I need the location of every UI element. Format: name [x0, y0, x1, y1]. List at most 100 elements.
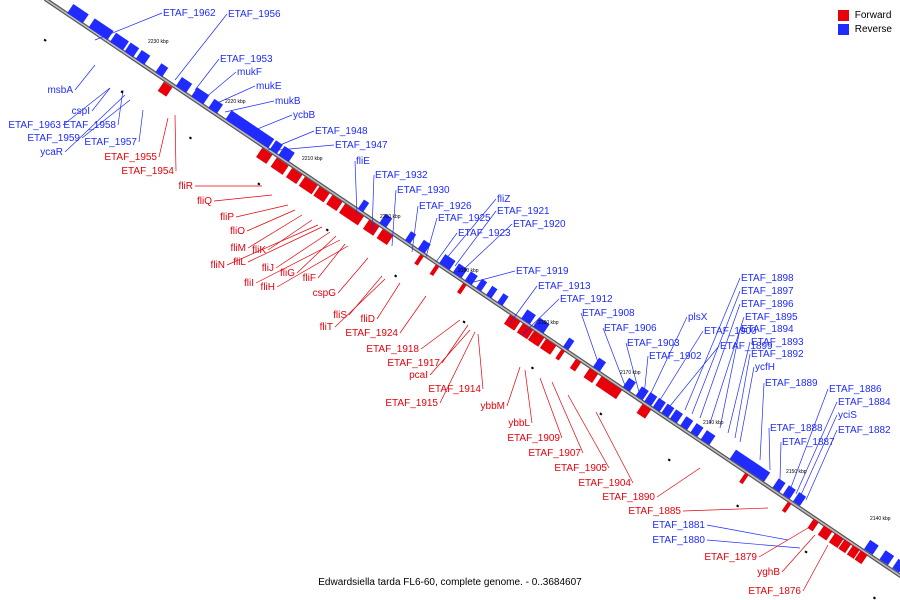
label-leader-line — [580, 312, 601, 369]
reverse-gene-label: ycbB — [293, 110, 316, 121]
forward-gene-label: fliO — [230, 226, 245, 237]
forward-gene-label: ETAF_1955 — [104, 152, 157, 163]
gene-glyph — [817, 525, 833, 541]
label-leader-line — [275, 231, 331, 269]
scale-tick-label: 2190 kbp — [458, 268, 479, 274]
reverse-gene-label: ETAF_1900 — [704, 326, 757, 337]
position-marker — [325, 228, 329, 232]
gene-glyph — [67, 4, 89, 24]
label-leader-line — [643, 355, 649, 397]
reverse-gene-label: ETAF_1919 — [516, 266, 569, 277]
gene-glyph — [583, 368, 599, 383]
forward-gene-label: fliF — [303, 273, 316, 284]
gene-glyph — [879, 550, 895, 566]
position-marker — [462, 320, 466, 324]
gene-glyph — [854, 550, 868, 565]
label-leader-line — [768, 427, 771, 471]
forward-swatch-icon — [837, 9, 849, 21]
reverse-gene-label: ETAF_1913 — [538, 281, 591, 292]
label-leader-line — [649, 316, 688, 396]
reverse-gene-label: ETAF_1881 — [652, 520, 705, 531]
reverse-gene-label: ETAF_1926 — [419, 201, 472, 212]
label-leader-line — [802, 544, 829, 592]
gene-glyph — [417, 239, 431, 254]
forward-gene-label: ETAF_1907 — [528, 448, 581, 459]
forward-gene-label: fliJ — [262, 263, 274, 274]
gene-glyph — [475, 278, 488, 292]
reverse-gene-label: ETAF_1896 — [741, 299, 794, 310]
label-leader-line — [204, 71, 237, 99]
label-leader-line — [669, 345, 720, 407]
gene-glyph — [828, 533, 844, 548]
reverse-gene-label: ETAF_1947 — [335, 140, 388, 151]
label-leader-line — [74, 64, 96, 91]
forward-gene-label: ETAF_1876 — [748, 586, 801, 597]
reverse-gene-label: mukB — [275, 96, 301, 107]
label-leader-line — [376, 282, 401, 320]
reverse-gene-label: ycaR — [40, 147, 63, 158]
gene-glyph — [429, 264, 440, 277]
label-leader-line — [656, 467, 701, 498]
reverse-gene-label: ETAF_1920 — [513, 219, 566, 230]
reverse-swatch-icon — [837, 23, 849, 35]
label-leader-line — [247, 226, 323, 263]
label-leader-line — [337, 257, 369, 294]
scale-tick-label: 2210 kbp — [302, 156, 323, 162]
reverse-gene-label: ETAF_1959 — [27, 133, 80, 144]
gene-glyph — [892, 558, 900, 573]
gene-glyph — [456, 282, 467, 295]
reverse-gene-label: fliE — [356, 156, 370, 167]
forward-gene-label: fliT — [320, 322, 333, 333]
reverse-gene-label: ETAF_1893 — [751, 337, 804, 348]
label-leader-line — [699, 303, 741, 419]
gene-glyph — [175, 77, 193, 94]
label-leader-line — [567, 394, 610, 469]
forward-gene-label: fliN — [211, 260, 225, 271]
scale-tick-label: 2220 kbp — [225, 99, 246, 105]
gene-glyph — [652, 397, 666, 412]
reverse-gene-label: ETAF_1953 — [220, 54, 273, 65]
gene-glyph — [439, 254, 456, 271]
gene-glyph — [270, 157, 289, 175]
forward-gene-label: fliG — [280, 268, 295, 279]
gene-glyph — [700, 430, 716, 445]
label-leader-line — [420, 319, 461, 350]
label-leader-line — [267, 130, 315, 151]
forward-gene-label: cspG — [313, 288, 337, 299]
gene-glyph — [636, 403, 652, 419]
gene-glyph — [593, 357, 607, 372]
forward-gene-label: ETAF_1885 — [628, 506, 681, 517]
label-leader-line — [805, 429, 838, 501]
gene-glyph — [256, 147, 273, 164]
gene-glyph — [563, 337, 575, 351]
backbone-highlight — [45, 0, 900, 577]
label-leader-line — [226, 224, 319, 266]
forward-gene-label: fliS — [333, 310, 347, 321]
legend-reverse-label: Reverse — [854, 23, 892, 35]
label-leader-line — [411, 205, 419, 253]
gene-glyph — [503, 314, 521, 331]
reverse-gene-label: ETAF_1897 — [741, 286, 794, 297]
forward-gene-label: ybbM — [481, 401, 505, 412]
legend-forward: Forward — [837, 8, 892, 22]
label-leader-line — [462, 223, 513, 271]
forward-gene-label: fliK — [252, 245, 266, 256]
reverse-gene-label: yciS — [838, 410, 857, 421]
forward-gene-label: ETAF_1924 — [345, 328, 398, 339]
gene-glyph — [555, 349, 565, 361]
gene-glyph — [807, 518, 819, 532]
forward-gene-label: ETAF_1918 — [366, 344, 419, 355]
gene-glyph — [838, 539, 852, 554]
label-leader-line — [64, 94, 126, 153]
legend-forward-label: Forward — [854, 9, 892, 21]
gene-glyph — [781, 501, 792, 513]
gene-glyph — [527, 330, 545, 347]
label-leader-line — [789, 388, 829, 491]
label-leader-line — [551, 381, 584, 454]
reverse-gene-label: ETAF_1906 — [604, 323, 657, 334]
reverse-gene-label: ETAF_1887 — [782, 437, 835, 448]
forward-gene-label: fliI — [244, 278, 254, 289]
gene-glyph — [135, 50, 151, 65]
gene-glyph — [124, 42, 140, 58]
